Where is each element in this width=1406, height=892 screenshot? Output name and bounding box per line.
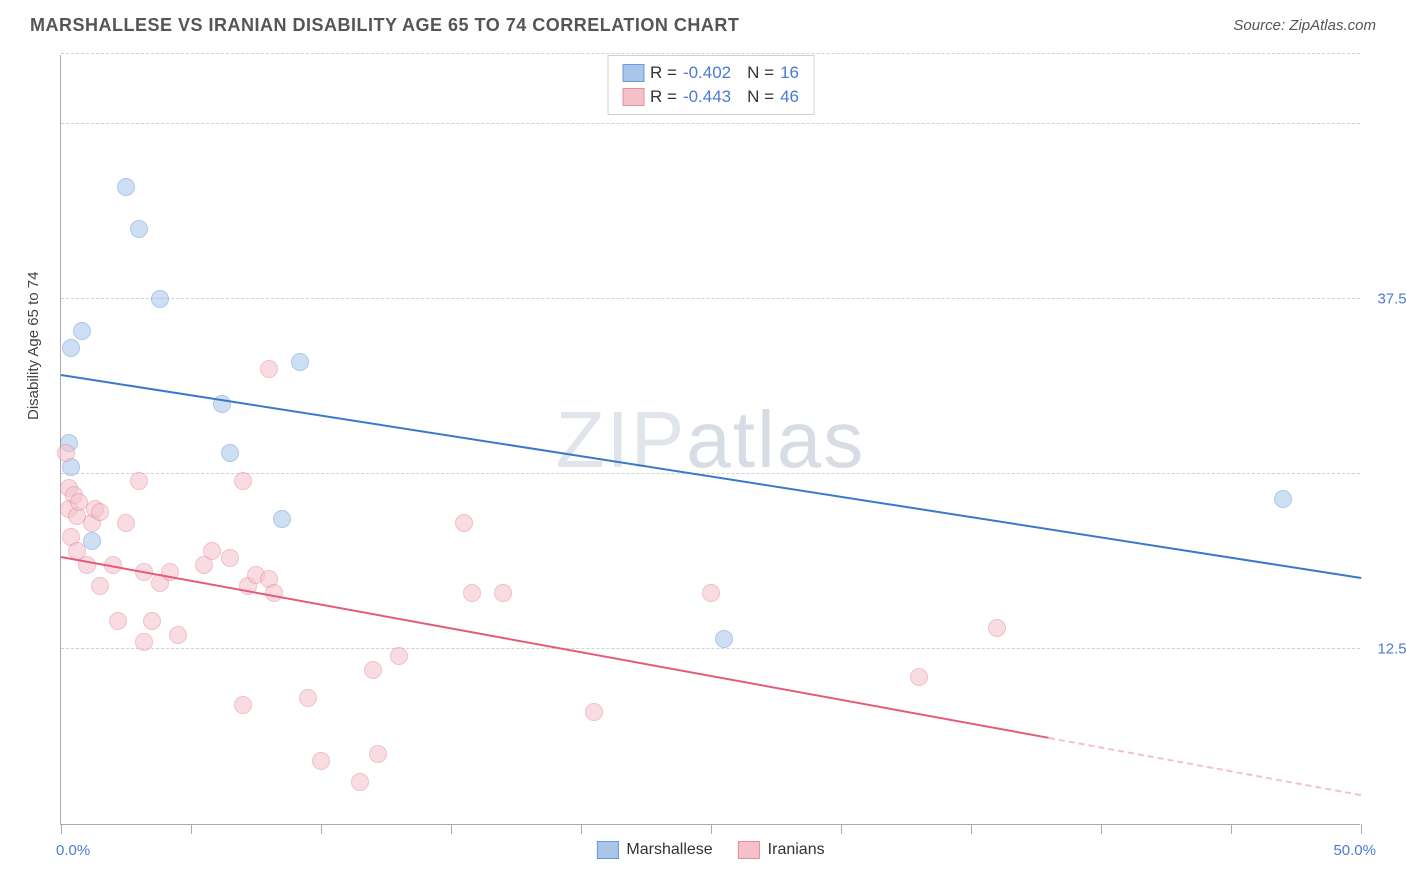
legend-label: Iranians (768, 841, 825, 859)
x-tick-label: 50.0% (1326, 842, 1376, 859)
data-point (988, 619, 1006, 637)
x-tick (841, 824, 842, 834)
legend-item: Iranians (738, 841, 825, 859)
data-point (221, 549, 239, 567)
x-tick-label: 0.0% (56, 842, 90, 859)
correlation-legend: R = -0.402 N = 16 R = -0.443 N = 46 (607, 55, 814, 115)
trend-line (61, 374, 1361, 579)
legend-r-label: R = (650, 63, 677, 83)
data-point (585, 703, 603, 721)
data-point (494, 584, 512, 602)
data-point (910, 668, 928, 686)
data-point (169, 626, 187, 644)
data-point (351, 773, 369, 791)
data-point (221, 444, 239, 462)
data-point (203, 542, 221, 560)
data-point (62, 339, 80, 357)
data-point (291, 353, 309, 371)
legend-swatch (622, 88, 644, 106)
data-point (455, 514, 473, 532)
data-point (57, 444, 75, 462)
data-point (299, 689, 317, 707)
data-point (260, 360, 278, 378)
watermark: ZIPatlas (556, 394, 865, 486)
data-point (135, 633, 153, 651)
y-axis-label: Disability Age 65 to 74 (25, 272, 42, 420)
data-point (151, 290, 169, 308)
data-point (143, 612, 161, 630)
series-legend: Marshallese Iranians (596, 841, 824, 859)
source-attribution: Source: ZipAtlas.com (1233, 17, 1376, 34)
legend-n-value: 16 (780, 63, 799, 83)
x-tick (1101, 824, 1102, 834)
data-point (91, 503, 109, 521)
x-tick (581, 824, 582, 834)
data-point (130, 220, 148, 238)
data-point (83, 532, 101, 550)
data-point (312, 752, 330, 770)
data-point (234, 472, 252, 490)
data-point (73, 322, 91, 340)
legend-swatch (622, 64, 644, 82)
legend-swatch (738, 841, 760, 859)
data-point (273, 510, 291, 528)
legend-swatch (596, 841, 618, 859)
legend-r-value: -0.402 (683, 63, 731, 83)
x-tick (451, 824, 452, 834)
chart-title: MARSHALLESE VS IRANIAN DISABILITY AGE 65… (30, 15, 739, 36)
y-tick-label: 12.5% (1377, 641, 1406, 658)
data-point (91, 577, 109, 595)
data-point (130, 472, 148, 490)
trend-line (1049, 737, 1361, 796)
data-point (117, 514, 135, 532)
data-point (715, 630, 733, 648)
legend-r-label: R = (650, 87, 677, 107)
data-point (234, 696, 252, 714)
legend-n-label: N = (747, 87, 774, 107)
legend-row: R = -0.402 N = 16 (622, 61, 799, 85)
legend-label: Marshallese (626, 841, 712, 859)
data-point (390, 647, 408, 665)
gridline (61, 298, 1360, 299)
gridline (61, 648, 1360, 649)
scatter-chart: ZIPatlas R = -0.402 N = 16 R = -0.443 N = 4… (60, 55, 1360, 825)
legend-n-label: N = (747, 63, 774, 83)
legend-item: Marshallese (596, 841, 712, 859)
x-tick (1361, 824, 1362, 834)
gridline (61, 53, 1360, 54)
x-tick (61, 824, 62, 834)
gridline (61, 123, 1360, 124)
legend-r-value: -0.443 (683, 87, 731, 107)
legend-n-value: 46 (780, 87, 799, 107)
x-tick (191, 824, 192, 834)
x-tick (711, 824, 712, 834)
data-point (109, 612, 127, 630)
data-point (117, 178, 135, 196)
data-point (364, 661, 382, 679)
x-tick (971, 824, 972, 834)
x-tick (1231, 824, 1232, 834)
x-tick (321, 824, 322, 834)
gridline (61, 473, 1360, 474)
data-point (463, 584, 481, 602)
legend-row: R = -0.443 N = 46 (622, 85, 799, 109)
data-point (1274, 490, 1292, 508)
data-point (369, 745, 387, 763)
y-tick-label: 37.5% (1377, 291, 1406, 308)
data-point (702, 584, 720, 602)
